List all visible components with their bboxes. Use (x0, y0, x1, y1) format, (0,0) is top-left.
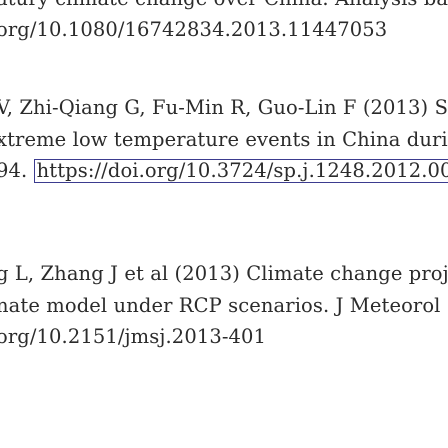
reference-doi-row: 94. https://doi.org/10.3724/sp.j.1248.20… (0, 159, 448, 183)
reference-doi-line[interactable]: org/10.2151/jmsj.2013-401 (0, 325, 267, 348)
reference-title-line: xtreme low temperature events in China d… (0, 128, 448, 151)
reference-title-line: nate model under RCP scenarios. J Meteor… (0, 294, 448, 317)
reference-authors-line: V, Zhi-Qiang G, Fu-Min R, Guo-Lin F (201… (0, 96, 448, 119)
reference-doi-line[interactable]: org/10.1080/16742834.2013.11447053 (0, 18, 388, 41)
reference-authors-line: g L, Zhang J et al (2013) Climate change… (0, 262, 448, 285)
reference-page-range: 94. (0, 159, 28, 182)
reference-text-line: atury climate change over China. Analysi… (0, 0, 448, 11)
doi-link[interactable]: https://doi.org/10.3724/sp.j.1248.2012.0… (33, 159, 448, 183)
